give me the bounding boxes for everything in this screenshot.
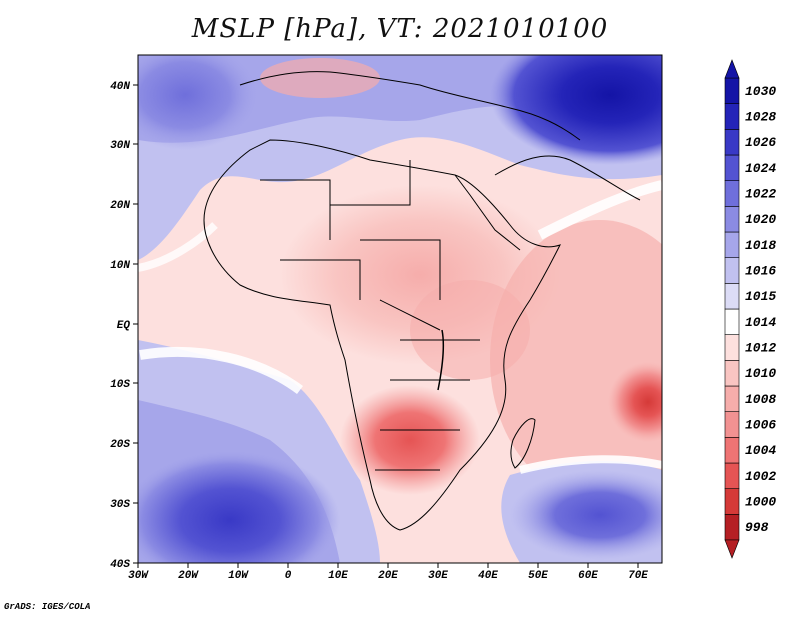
colorbar-label-998: 998 <box>745 520 769 535</box>
colorbar-swatch-1020 <box>724 206 740 233</box>
colorbar-label-1014: 1014 <box>745 315 776 330</box>
map-title: MSLP [hPa], VT: 2021010100 <box>191 14 609 44</box>
colorbar-top-arrow <box>724 59 740 79</box>
lat-tick-40s: 40S <box>110 559 130 571</box>
colorbar-swatch-1008 <box>724 385 740 412</box>
colorbar-label-1012: 1012 <box>745 341 776 356</box>
lon-tick-70e: 70E <box>628 570 648 582</box>
lon-tick-50e: 50E <box>528 570 548 582</box>
colorbar-label-1022: 1022 <box>745 187 776 202</box>
coastlines <box>203 71 641 531</box>
colorbar-label-1008: 1008 <box>745 392 776 407</box>
grads-credit: GrADS: IGES/COLA <box>4 602 91 612</box>
colorbar-label-1004: 1004 <box>745 443 776 458</box>
colorbar: 998 1000 1002 1004 1006 1008 1010 1012 1014 1015 1… <box>724 59 776 559</box>
colorbar-label-1026: 1026 <box>745 135 776 150</box>
lat-tick-eq: EQ <box>117 320 131 332</box>
colorbar-swatch-1028 <box>724 103 740 130</box>
lat-tick-20s: 20S <box>110 439 130 451</box>
lat-tick-10s: 10S <box>110 379 130 391</box>
colorbar-swatch-1024 <box>724 154 740 181</box>
lon-tick-10e: 10E <box>328 570 348 582</box>
lat-tick-10n: 10N <box>110 260 130 272</box>
lat-tick-40n: 40N <box>110 81 130 93</box>
lon-tick-40e: 40E <box>478 570 498 582</box>
pressure-field <box>138 55 662 563</box>
colorbar-swatch-1010 <box>724 360 740 387</box>
lat-tick-30n: 30N <box>110 140 130 152</box>
lon-tick-60e: 60E <box>578 570 598 582</box>
colorbar-swatch-1026 <box>724 129 740 156</box>
colorbar-bottom-arrow <box>724 539 740 559</box>
lon-tick-30w: 30W <box>128 570 149 582</box>
colorbar-swatch-1004 <box>724 437 740 464</box>
colorbar-label-1028: 1028 <box>745 110 776 125</box>
colorbar-swatch-1016 <box>724 257 740 284</box>
lon-tick-30e: 30E <box>428 570 448 582</box>
colorbar-swatch-1018 <box>724 231 740 258</box>
lon-tick-10w: 10W <box>228 570 249 582</box>
colorbar-swatch-1000 <box>724 488 740 515</box>
colorbar-label-1015: 1015 <box>745 289 776 304</box>
colorbar-swatch-998 <box>724 514 740 541</box>
colorbar-label-1010: 1010 <box>745 366 776 381</box>
axis-ticks <box>133 84 639 568</box>
map-frame <box>137 54 663 564</box>
lon-tick-20w: 20W <box>178 570 199 582</box>
colorbar-swatch-1002 <box>724 462 740 489</box>
lon-tick-20e: 20E <box>378 570 398 582</box>
colorbar-swatch-1012 <box>724 334 740 361</box>
colorbar-label-1006: 1006 <box>745 418 776 433</box>
colorbar-label-1000: 1000 <box>745 495 776 510</box>
colorbar-label-1016: 1016 <box>745 264 776 279</box>
colorbar-swatch-1030 <box>724 77 740 104</box>
colorbar-swatch-1022 <box>724 180 740 207</box>
colorbar-label-1002: 1002 <box>745 469 776 484</box>
colorbar-label-1018: 1018 <box>745 238 776 253</box>
colorbar-label-1020: 1020 <box>745 212 776 227</box>
lon-tick-0: 0 <box>285 570 292 582</box>
colorbar-label-1030: 1030 <box>745 84 776 99</box>
colorbar-swatch-1006 <box>724 411 740 438</box>
colorbar-swatch-1014 <box>724 308 740 335</box>
lat-tick-20n: 20N <box>110 200 130 212</box>
colorbar-swatch-1015 <box>724 283 740 310</box>
lat-tick-30s: 30S <box>110 499 130 511</box>
colorbar-label-1024: 1024 <box>745 161 776 176</box>
